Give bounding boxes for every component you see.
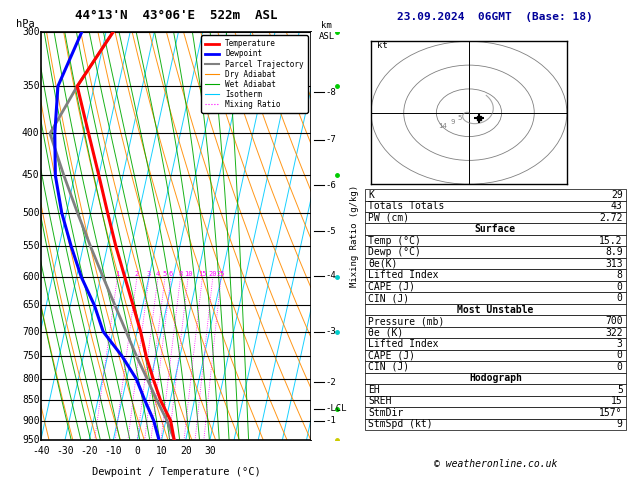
Text: -2: -2 xyxy=(325,378,336,387)
Text: 9: 9 xyxy=(450,119,455,124)
Text: 8.9: 8.9 xyxy=(605,247,623,257)
Text: Hodograph: Hodograph xyxy=(469,373,522,383)
Text: © weatheronline.co.uk: © weatheronline.co.uk xyxy=(433,459,557,469)
Text: StmDir: StmDir xyxy=(368,408,403,418)
Text: ASL: ASL xyxy=(318,33,335,41)
Text: -8: -8 xyxy=(325,87,336,97)
Text: -3: -3 xyxy=(325,327,336,336)
Text: 850: 850 xyxy=(22,396,40,405)
Text: 650: 650 xyxy=(22,300,40,311)
Text: -1: -1 xyxy=(325,416,336,425)
Text: -10: -10 xyxy=(104,446,122,456)
Text: 15.2: 15.2 xyxy=(599,236,623,246)
Text: 3: 3 xyxy=(147,271,151,277)
Text: 1: 1 xyxy=(115,271,120,277)
Text: 900: 900 xyxy=(22,416,40,426)
Text: 322: 322 xyxy=(605,328,623,338)
Text: Most Unstable: Most Unstable xyxy=(457,305,533,314)
Text: Pressure (mb): Pressure (mb) xyxy=(368,316,444,326)
Text: 5: 5 xyxy=(457,115,462,121)
Text: 0: 0 xyxy=(135,446,140,456)
Legend: Temperature, Dewpoint, Parcel Trajectory, Dry Adiabat, Wet Adiabat, Isotherm, Mi: Temperature, Dewpoint, Parcel Trajectory… xyxy=(201,35,308,113)
Text: 0: 0 xyxy=(617,350,623,361)
Text: CAPE (J): CAPE (J) xyxy=(368,350,415,361)
Text: 15: 15 xyxy=(611,397,623,406)
Text: Dewp (°C): Dewp (°C) xyxy=(368,247,421,257)
Text: -4: -4 xyxy=(325,271,336,280)
Text: 29: 29 xyxy=(611,190,623,200)
Text: 14: 14 xyxy=(438,123,448,129)
Text: 23.09.2024  06GMT  (Base: 18): 23.09.2024 06GMT (Base: 18) xyxy=(398,12,593,22)
Text: -LCL: -LCL xyxy=(325,404,347,413)
Text: 15: 15 xyxy=(198,271,207,277)
Text: PW (cm): PW (cm) xyxy=(368,213,409,223)
Text: 6: 6 xyxy=(169,271,173,277)
Text: 8: 8 xyxy=(179,271,182,277)
Text: 10: 10 xyxy=(184,271,192,277)
Text: StmSpd (kt): StmSpd (kt) xyxy=(368,419,433,429)
Text: 0: 0 xyxy=(617,362,623,372)
Text: Temp (°C): Temp (°C) xyxy=(368,236,421,246)
Text: 8: 8 xyxy=(617,270,623,280)
Text: 0: 0 xyxy=(617,281,623,292)
Text: Dewpoint / Temperature (°C): Dewpoint / Temperature (°C) xyxy=(92,467,260,477)
Text: 3: 3 xyxy=(617,339,623,349)
Text: hPa: hPa xyxy=(16,19,35,29)
Text: SREH: SREH xyxy=(368,397,391,406)
Text: 5: 5 xyxy=(617,385,623,395)
Text: 550: 550 xyxy=(22,241,40,251)
Text: CIN (J): CIN (J) xyxy=(368,362,409,372)
Text: -20: -20 xyxy=(81,446,98,456)
Text: Surface: Surface xyxy=(475,224,516,234)
Text: -6: -6 xyxy=(325,181,336,190)
Text: 0: 0 xyxy=(617,293,623,303)
Text: 313: 313 xyxy=(605,259,623,269)
Text: 600: 600 xyxy=(22,272,40,282)
Text: 2.72: 2.72 xyxy=(599,213,623,223)
Text: 700: 700 xyxy=(22,327,40,337)
Text: 20: 20 xyxy=(209,271,217,277)
Text: -5: -5 xyxy=(325,226,336,236)
Text: 20: 20 xyxy=(180,446,192,456)
Text: 25: 25 xyxy=(217,271,225,277)
Text: km: km xyxy=(321,20,332,30)
Text: 5: 5 xyxy=(163,271,167,277)
Text: -7: -7 xyxy=(325,135,336,144)
Text: 800: 800 xyxy=(22,374,40,384)
Text: Mixing Ratio (g/kg): Mixing Ratio (g/kg) xyxy=(350,185,359,287)
Text: 2: 2 xyxy=(135,271,139,277)
Text: 9: 9 xyxy=(617,419,623,429)
Text: 400: 400 xyxy=(22,128,40,139)
Text: K: K xyxy=(368,190,374,200)
Text: -30: -30 xyxy=(56,446,74,456)
Text: 10: 10 xyxy=(156,446,167,456)
Text: Lifted Index: Lifted Index xyxy=(368,270,438,280)
Text: θe(K): θe(K) xyxy=(368,259,398,269)
Text: CIN (J): CIN (J) xyxy=(368,293,409,303)
Text: 450: 450 xyxy=(22,170,40,180)
Text: CAPE (J): CAPE (J) xyxy=(368,281,415,292)
Text: 44°13'N  43°06'E  522m  ASL: 44°13'N 43°06'E 522m ASL xyxy=(75,9,277,22)
Text: Totals Totals: Totals Totals xyxy=(368,201,444,211)
Text: 950: 950 xyxy=(22,435,40,445)
Text: 700: 700 xyxy=(605,316,623,326)
Text: 43: 43 xyxy=(611,201,623,211)
Text: 300: 300 xyxy=(22,27,40,36)
Text: 157°: 157° xyxy=(599,408,623,418)
Text: 350: 350 xyxy=(22,81,40,91)
Text: θe (K): θe (K) xyxy=(368,328,403,338)
Text: 500: 500 xyxy=(22,208,40,218)
Text: Lifted Index: Lifted Index xyxy=(368,339,438,349)
Text: 4: 4 xyxy=(156,271,160,277)
Text: 30: 30 xyxy=(204,446,216,456)
Text: kt: kt xyxy=(377,41,387,51)
Text: EH: EH xyxy=(368,385,380,395)
Text: 750: 750 xyxy=(22,351,40,361)
Text: -40: -40 xyxy=(32,446,50,456)
